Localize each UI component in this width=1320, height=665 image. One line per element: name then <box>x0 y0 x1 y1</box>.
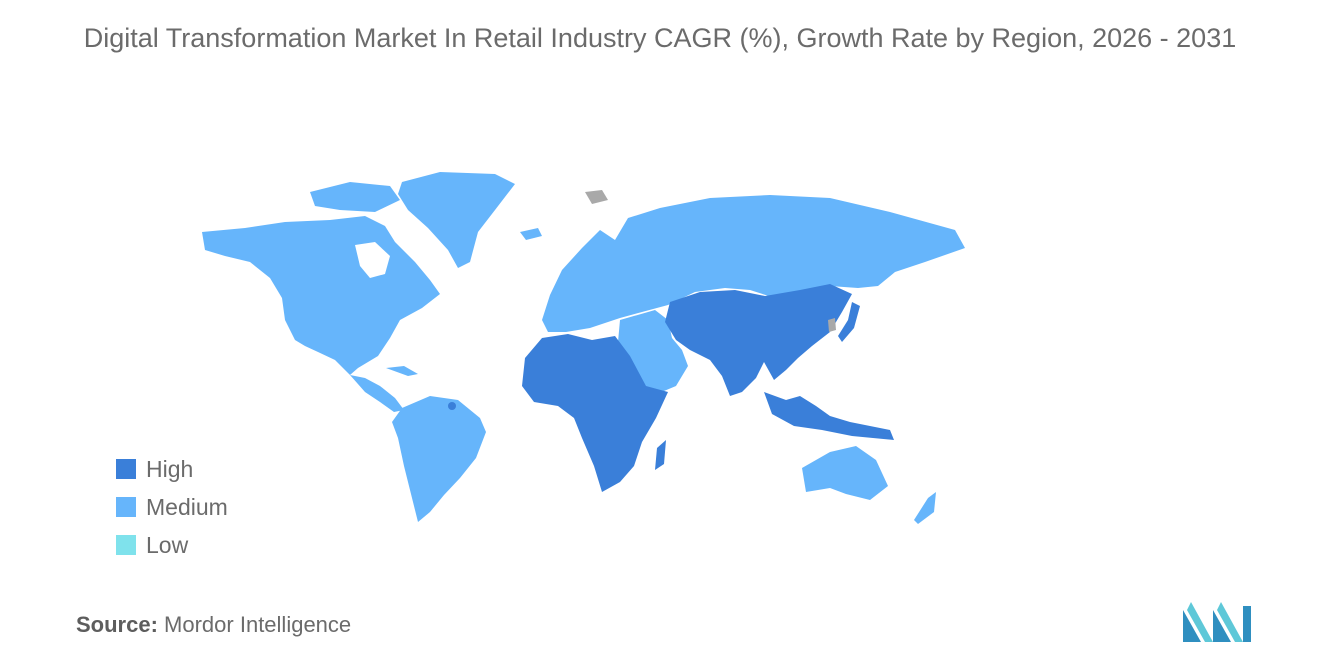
region-southeast-asia <box>764 392 894 440</box>
region-europe-russia <box>542 195 965 332</box>
region-central-america <box>350 375 404 412</box>
legend-label-high: High <box>146 455 194 482</box>
region-arctic-islands <box>310 182 400 212</box>
region-svalbard <box>585 190 608 204</box>
region-africa <box>522 334 668 492</box>
legend-swatch-medium <box>116 497 136 517</box>
source-value: Mordor Intelligence <box>164 612 352 637</box>
chart-title: Digital Transformation Market In Retail … <box>83 23 1237 53</box>
region-iceland <box>520 228 542 240</box>
region-south-america <box>392 396 486 522</box>
hudson-bay <box>355 242 390 278</box>
region-korea <box>828 318 836 332</box>
world-map <box>202 172 965 524</box>
legend-swatch-low <box>116 535 136 555</box>
legend-item-medium: Medium <box>116 488 228 526</box>
source-label: Source: <box>76 612 158 637</box>
region-north-america <box>202 216 440 375</box>
region-japan <box>838 302 860 342</box>
region-madagascar <box>655 440 666 470</box>
region-asia-pacific <box>665 284 852 396</box>
region-new-zealand <box>914 492 936 524</box>
legend-swatch-high <box>116 459 136 479</box>
legend: High Medium Low <box>116 450 228 564</box>
region-australia <box>802 446 888 500</box>
source-note: Source: Mordor Intelligence <box>76 612 351 638</box>
region-caribbean <box>386 366 418 376</box>
region-french-guiana <box>448 402 456 410</box>
legend-label-medium: Medium <box>146 493 228 520</box>
legend-label-low: Low <box>146 531 189 558</box>
mordor-intelligence-logo-icon <box>1183 602 1251 642</box>
region-greenland <box>398 172 515 268</box>
legend-item-low: Low <box>116 526 228 564</box>
legend-item-high: High <box>116 450 228 488</box>
